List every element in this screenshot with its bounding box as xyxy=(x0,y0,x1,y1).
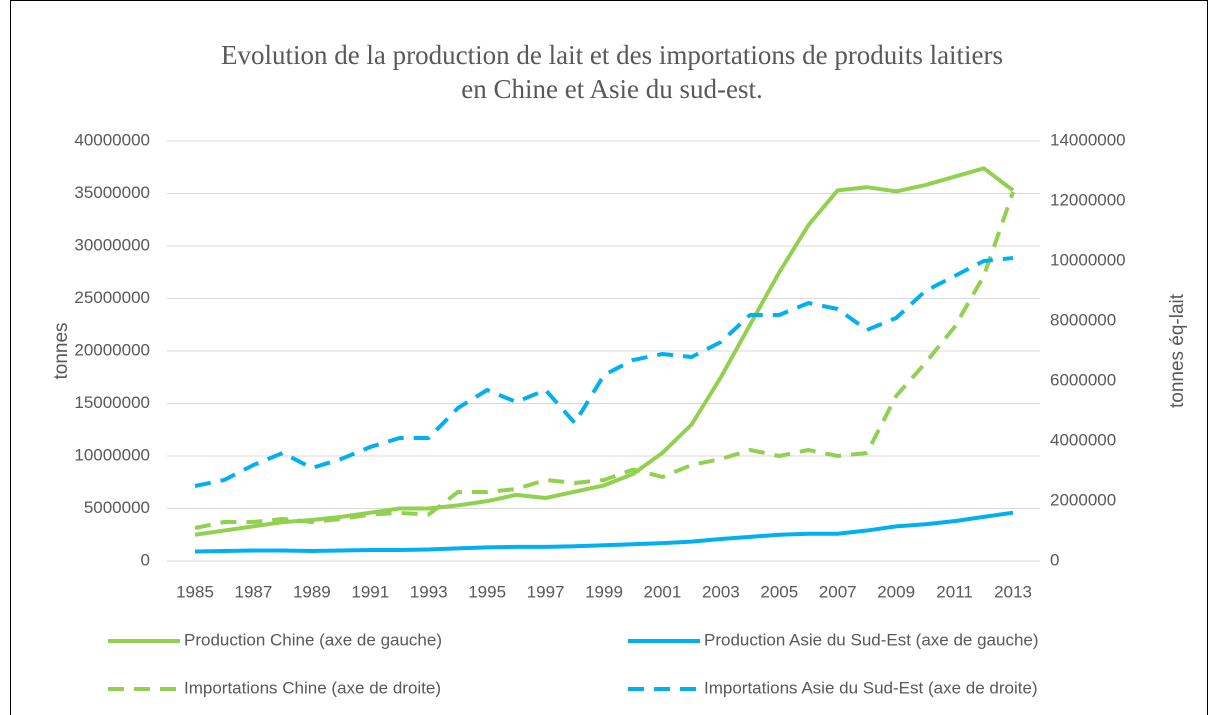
y-tick-label: 35000000 xyxy=(74,183,150,202)
x-tick-label: 1999 xyxy=(585,582,623,601)
y2-axis-label: tonnes éq-lait xyxy=(1167,293,1188,408)
x-tick-label: 2011 xyxy=(936,582,973,601)
series-line xyxy=(194,166,1015,537)
x-tick-label: 2003 xyxy=(702,582,740,601)
y-tick-label: 25000000 xyxy=(74,288,150,307)
x-tick-label: 2005 xyxy=(760,582,798,601)
x-tick-label: 1989 xyxy=(293,582,331,601)
x-tick-label: 2007 xyxy=(819,582,857,601)
chart-title: Evolution de la production de lait et de… xyxy=(221,40,1003,70)
y2-tick-label: 14000000 xyxy=(1050,130,1126,149)
series-line xyxy=(194,256,1014,488)
legend-label: Production Chine (axe de gauche) xyxy=(184,630,442,649)
y-tick-label: 20000000 xyxy=(74,340,150,359)
x-tick-label: 2001 xyxy=(644,582,682,601)
x-tick-label: 1993 xyxy=(410,582,448,601)
chart-title: en Chine et Asie du sud-est. xyxy=(461,74,762,104)
x-tick-label: 1987 xyxy=(235,582,273,601)
legend-label: Production Asie du Sud-Est (axe de gauch… xyxy=(704,630,1039,649)
x-tick-label: 2013 xyxy=(994,582,1032,601)
y2-tick-label: 8000000 xyxy=(1050,310,1116,329)
x-tick-label: 1995 xyxy=(468,582,506,601)
x-tick-label: 1997 xyxy=(527,582,565,601)
y-tick-label: 10000000 xyxy=(74,445,150,464)
y2-tick-label: 6000000 xyxy=(1050,370,1116,389)
y2-tick-label: 4000000 xyxy=(1050,430,1116,449)
y-tick-label: 30000000 xyxy=(74,235,150,254)
series-line xyxy=(194,191,1015,530)
y-axis-label: tonnes xyxy=(51,322,72,379)
x-tick-label: 1991 xyxy=(351,582,389,601)
y2-tick-label: 12000000 xyxy=(1050,190,1126,209)
y-tick-label: 15000000 xyxy=(74,393,150,412)
legend-label: Importations Chine (axe de droite) xyxy=(184,678,441,697)
series-line xyxy=(194,510,1014,554)
legend-label: Importations Asie du Sud-Est (axe de dro… xyxy=(704,678,1038,697)
y2-tick-label: 10000000 xyxy=(1050,250,1126,269)
y-tick-label: 5000000 xyxy=(84,498,150,517)
y-tick-label: 40000000 xyxy=(74,130,150,149)
frame xyxy=(10,0,1208,715)
y2-tick-label: 2000000 xyxy=(1050,490,1116,509)
y-tick-label: 0 xyxy=(141,550,150,569)
x-tick-label: 2009 xyxy=(877,582,915,601)
y2-tick-label: 0 xyxy=(1050,550,1059,569)
x-tick-label: 1985 xyxy=(176,582,214,601)
